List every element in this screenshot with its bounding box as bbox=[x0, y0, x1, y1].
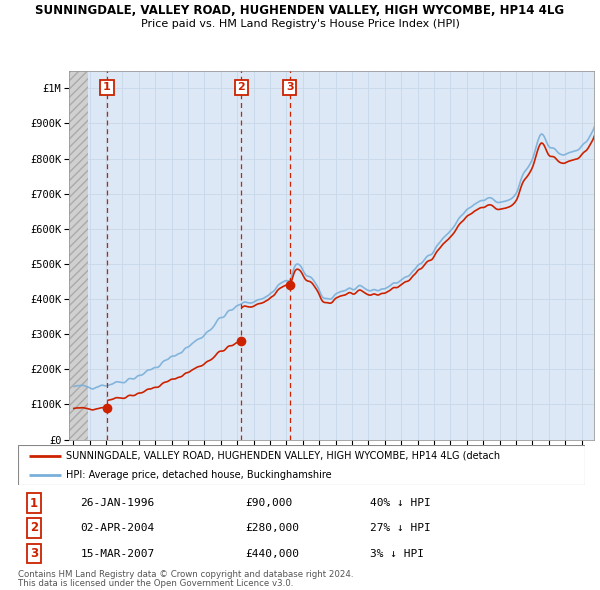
Text: 2: 2 bbox=[30, 522, 38, 535]
Text: 2: 2 bbox=[238, 83, 245, 93]
Text: 1: 1 bbox=[103, 83, 111, 93]
Text: 3% ↓ HPI: 3% ↓ HPI bbox=[370, 549, 424, 559]
Text: This data is licensed under the Open Government Licence v3.0.: This data is licensed under the Open Gov… bbox=[18, 579, 293, 588]
Text: 3: 3 bbox=[286, 83, 293, 93]
Text: Price paid vs. HM Land Registry's House Price Index (HPI): Price paid vs. HM Land Registry's House … bbox=[140, 19, 460, 29]
Text: £280,000: £280,000 bbox=[245, 523, 299, 533]
Text: SUNNINGDALE, VALLEY ROAD, HUGHENDEN VALLEY, HIGH WYCOMBE, HP14 4LG (detach: SUNNINGDALE, VALLEY ROAD, HUGHENDEN VALL… bbox=[66, 451, 500, 461]
Text: £440,000: £440,000 bbox=[245, 549, 299, 559]
Text: £90,000: £90,000 bbox=[245, 498, 292, 508]
Text: 02-APR-2004: 02-APR-2004 bbox=[80, 523, 155, 533]
Text: 40% ↓ HPI: 40% ↓ HPI bbox=[370, 498, 430, 508]
Text: 3: 3 bbox=[30, 547, 38, 560]
Text: 15-MAR-2007: 15-MAR-2007 bbox=[80, 549, 155, 559]
Text: Contains HM Land Registry data © Crown copyright and database right 2024.: Contains HM Land Registry data © Crown c… bbox=[18, 570, 353, 579]
Text: HPI: Average price, detached house, Buckinghamshire: HPI: Average price, detached house, Buck… bbox=[66, 470, 332, 480]
Text: 26-JAN-1996: 26-JAN-1996 bbox=[80, 498, 155, 508]
Bar bbox=[69, 71, 88, 440]
Text: 27% ↓ HPI: 27% ↓ HPI bbox=[370, 523, 430, 533]
Text: 1: 1 bbox=[30, 497, 38, 510]
Text: SUNNINGDALE, VALLEY ROAD, HUGHENDEN VALLEY, HIGH WYCOMBE, HP14 4LG: SUNNINGDALE, VALLEY ROAD, HUGHENDEN VALL… bbox=[35, 4, 565, 17]
